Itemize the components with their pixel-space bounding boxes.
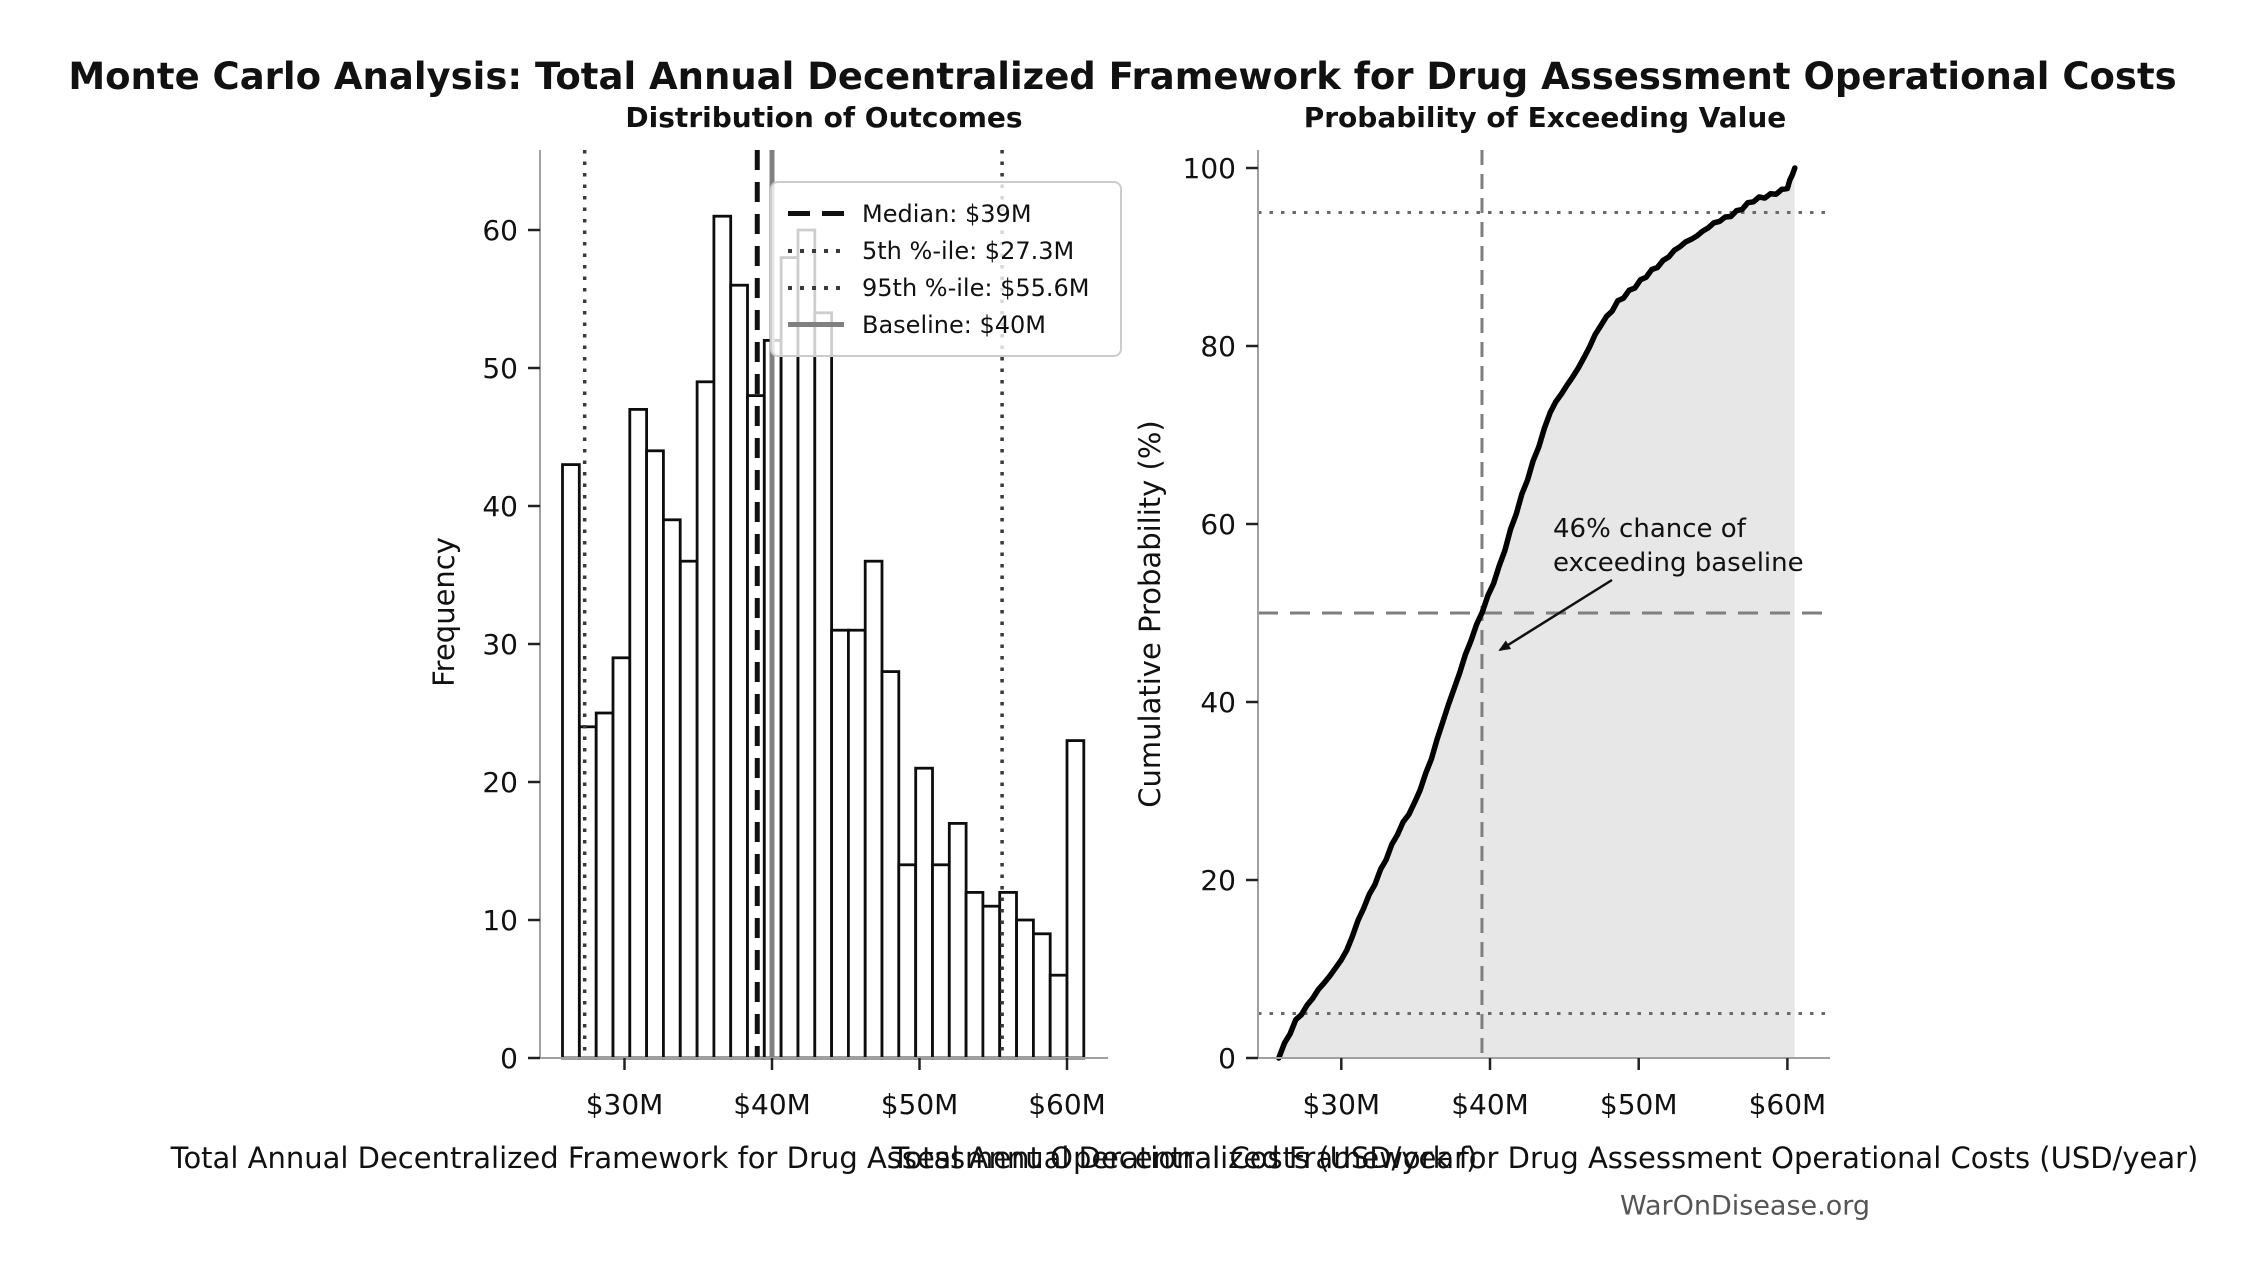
left-y-tick-label: 50	[482, 352, 518, 385]
annotation-line-1: 46% chance of	[1553, 514, 1746, 544]
right-y-tick-label: 60	[1200, 508, 1236, 541]
histogram-bar	[1015, 918, 1035, 1060]
left-y-tick-label: 20	[482, 766, 518, 799]
histogram-bar	[678, 559, 699, 1060]
left-x-tick-label: $30M	[586, 1088, 664, 1121]
right-y-tick-label: 40	[1200, 686, 1236, 719]
left-y-axis-label: Frequency	[427, 537, 461, 687]
cdf-fill-area	[1278, 168, 1795, 1058]
histogram-bar	[662, 518, 682, 1060]
watermark: WarOnDisease.org	[1619, 1190, 1871, 1222]
annotation-arrow	[1498, 578, 1613, 652]
histogram-bar	[1048, 973, 1069, 1060]
legend-item-baseline: Baseline: $40M	[788, 306, 1104, 343]
left-y-tick-label: 30	[482, 628, 518, 661]
left-x-tick-label: $60M	[1028, 1088, 1106, 1121]
histogram-bar	[578, 725, 598, 1060]
right-x-tick-label: $60M	[1749, 1088, 1827, 1121]
histogram-bar	[645, 449, 665, 1060]
histogram-bar	[981, 904, 1002, 1060]
histogram-bar	[628, 407, 648, 1060]
histogram-bar	[830, 628, 850, 1060]
legend-label: Median: $39M	[862, 199, 1032, 228]
right-y-tick-label: 80	[1200, 330, 1236, 363]
histogram-bar	[611, 656, 632, 1060]
right-y-tick-label: 0	[1218, 1042, 1236, 1075]
annotation-line-2: exceeding baseline	[1553, 548, 1804, 579]
histogram-bar	[813, 311, 833, 1060]
exceed-baseline-annotation: 46% chance of exceeding baseline	[1553, 512, 1804, 581]
left-x-tick-label: $50M	[881, 1088, 959, 1121]
histogram-bar	[1065, 739, 1086, 1060]
histogram-bar	[729, 283, 749, 1060]
legend-label: Baseline: $40M	[862, 310, 1046, 339]
left-x-tick-label: $40M	[733, 1088, 811, 1121]
legend-item-95th-percentile: 95th %-ile: $55.6M	[788, 269, 1104, 306]
legend: Median: $39M 5th %-ile: $27.3M 95th %-il…	[770, 181, 1122, 357]
right-x-axis-label: Total Annual Decentralized Framework for…	[891, 1141, 2199, 1175]
dotted-line-icon	[788, 248, 844, 253]
histogram-bar	[947, 822, 968, 1060]
histogram-bar	[712, 214, 733, 1060]
histogram-bar	[695, 380, 716, 1060]
histogram-bar	[594, 711, 615, 1060]
histogram-bar	[847, 628, 867, 1060]
histogram-bar	[863, 559, 884, 1060]
histogram-bar	[964, 891, 985, 1060]
right-x-tick-label: $40M	[1451, 1088, 1529, 1121]
left-y-tick-label: 40	[482, 490, 518, 523]
histogram-bar	[880, 670, 901, 1060]
left-y-tick-label: 0	[500, 1042, 518, 1075]
figure-title: Monte Carlo Analysis: Total Annual Decen…	[68, 55, 2177, 98]
left-y-tick-label: 10	[482, 904, 518, 937]
dashed-line-icon	[788, 211, 844, 216]
right-chart-title: Probability of Exceeding Value	[1303, 101, 1787, 134]
cdf-curve	[1276, 165, 1798, 1061]
legend-label: 95th %-ile: $55.6M	[862, 273, 1090, 302]
histogram-bar	[561, 463, 581, 1060]
histogram-bar	[998, 891, 1018, 1060]
histogram-bar	[914, 766, 934, 1060]
legend-item-5th-percentile: 5th %-ile: $27.3M	[788, 232, 1104, 269]
histogram-bar	[897, 863, 917, 1060]
right-y-tick-label: 20	[1200, 864, 1236, 897]
right-x-tick-label: $50M	[1600, 1088, 1678, 1121]
right-y-axis-label: Cumulative Probability (%)	[1133, 420, 1167, 808]
left-chart-title: Distribution of Outcomes	[625, 101, 1023, 134]
histogram-bar	[1032, 932, 1052, 1060]
solid-line-icon	[788, 322, 844, 327]
right-y-tick-label: 100	[1183, 152, 1236, 185]
legend-item-median: Median: $39M	[788, 195, 1104, 232]
left-y-tick-label: 60	[482, 214, 518, 247]
histogram-bar	[931, 863, 951, 1060]
histogram-bar	[779, 256, 800, 1060]
left-x-axis-label: Total Annual Decentralized Framework for…	[170, 1141, 1478, 1175]
dotted-line-icon	[788, 285, 844, 290]
legend-label: 5th %-ile: $27.3M	[862, 236, 1075, 265]
right-x-tick-label: $30M	[1302, 1088, 1380, 1121]
